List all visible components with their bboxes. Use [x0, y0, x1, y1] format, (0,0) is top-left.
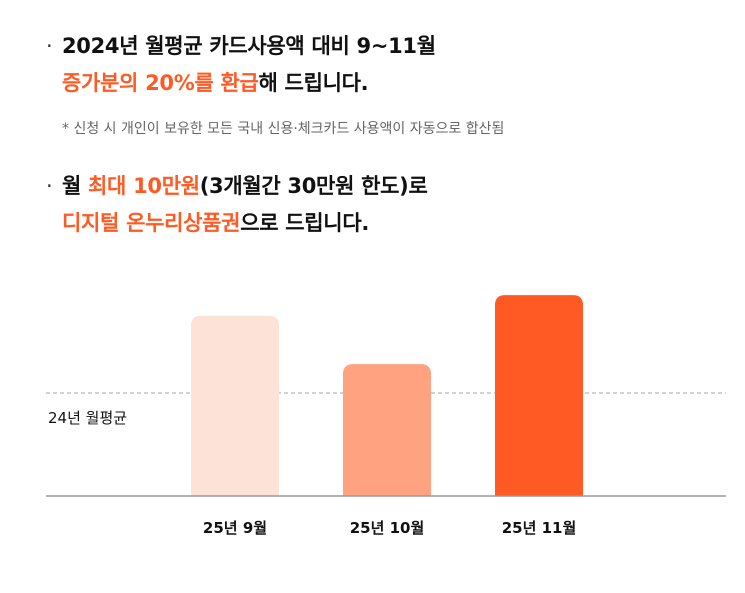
x-tick-label: 25년 11월	[502, 519, 577, 537]
bullet-2: · 월 최대 10만원(3개월간 30만원 한도)로 디지털 온누리상품권으로 드…	[46, 168, 428, 242]
bullet-1-text: 2024년 월평균 카드사용액 대비 9~11월	[62, 34, 436, 58]
bullet-dot: ·	[46, 174, 53, 198]
bullet-2-highlight-1: 최대 10만원	[88, 174, 200, 198]
bullet-2-pre: 월	[62, 174, 89, 198]
bars	[191, 295, 583, 496]
bullet-1-rest: 해 드립니다.	[258, 71, 369, 95]
bar-1	[191, 315, 279, 496]
bullet-1-line-2: 증가분의 20%를 환급해 드립니다.	[46, 65, 436, 102]
bullet-2-highlight-2: 디지털 온누리상품권	[62, 211, 241, 235]
bullet-1-line-1: · 2024년 월평균 카드사용액 대비 9~11월	[46, 28, 436, 65]
bullet-dot: ·	[46, 34, 53, 58]
bullet-2-rest-2: 으로 드립니다.	[240, 211, 370, 235]
reference-label: 24년 월평균	[48, 409, 127, 427]
x-tick-label: 25년 9월	[203, 519, 267, 537]
bar-3	[495, 295, 583, 496]
bullet-2-line-2: 디지털 온누리상품권으로 드립니다.	[46, 205, 427, 242]
bullet-2-rest-1: (3개월간 30만원 한도)로	[199, 174, 428, 198]
x-tick-labels: 25년 9월 25년 10월 25년 11월	[203, 519, 576, 537]
x-tick-label: 25년 10월	[350, 519, 425, 537]
bullet-1: · 2024년 월평균 카드사용액 대비 9~11월 증가분의 20%를 환급해 …	[46, 28, 436, 102]
bullet-2-line-1: · 월 최대 10만원(3개월간 30만원 한도)로	[46, 168, 428, 205]
bar-2	[343, 364, 431, 496]
bullet-1-highlight: 증가분의 20%를 환급	[62, 71, 259, 95]
footnote: * 신청 시 개인이 보유한 모든 국내 신용·체크카드 사용액이 자동으로 합…	[62, 121, 505, 137]
